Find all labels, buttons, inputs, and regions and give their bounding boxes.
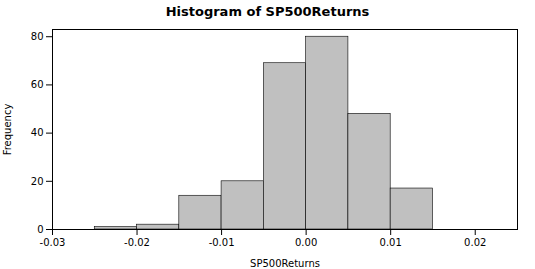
svg-text:SP500Returns: SP500Returns xyxy=(250,258,320,269)
svg-text:0.00: 0.00 xyxy=(295,237,317,248)
svg-text:0: 0 xyxy=(37,224,43,235)
svg-text:-0.02: -0.02 xyxy=(124,237,150,248)
svg-text:40: 40 xyxy=(31,127,44,138)
svg-text:0.01: 0.01 xyxy=(380,237,402,248)
html-text:Histogram of SP500Returns: Histogram of SP500Returns xyxy=(165,4,370,19)
svg-text:0.02: 0.02 xyxy=(464,237,486,248)
svg-text:60: 60 xyxy=(31,79,44,90)
svg-text:20: 20 xyxy=(31,176,44,187)
svg-text:Frequency: Frequency xyxy=(2,104,13,156)
svg-text:80: 80 xyxy=(31,31,44,42)
svg-text:-0.01: -0.01 xyxy=(209,237,235,248)
svg-text:-0.03: -0.03 xyxy=(40,237,66,248)
